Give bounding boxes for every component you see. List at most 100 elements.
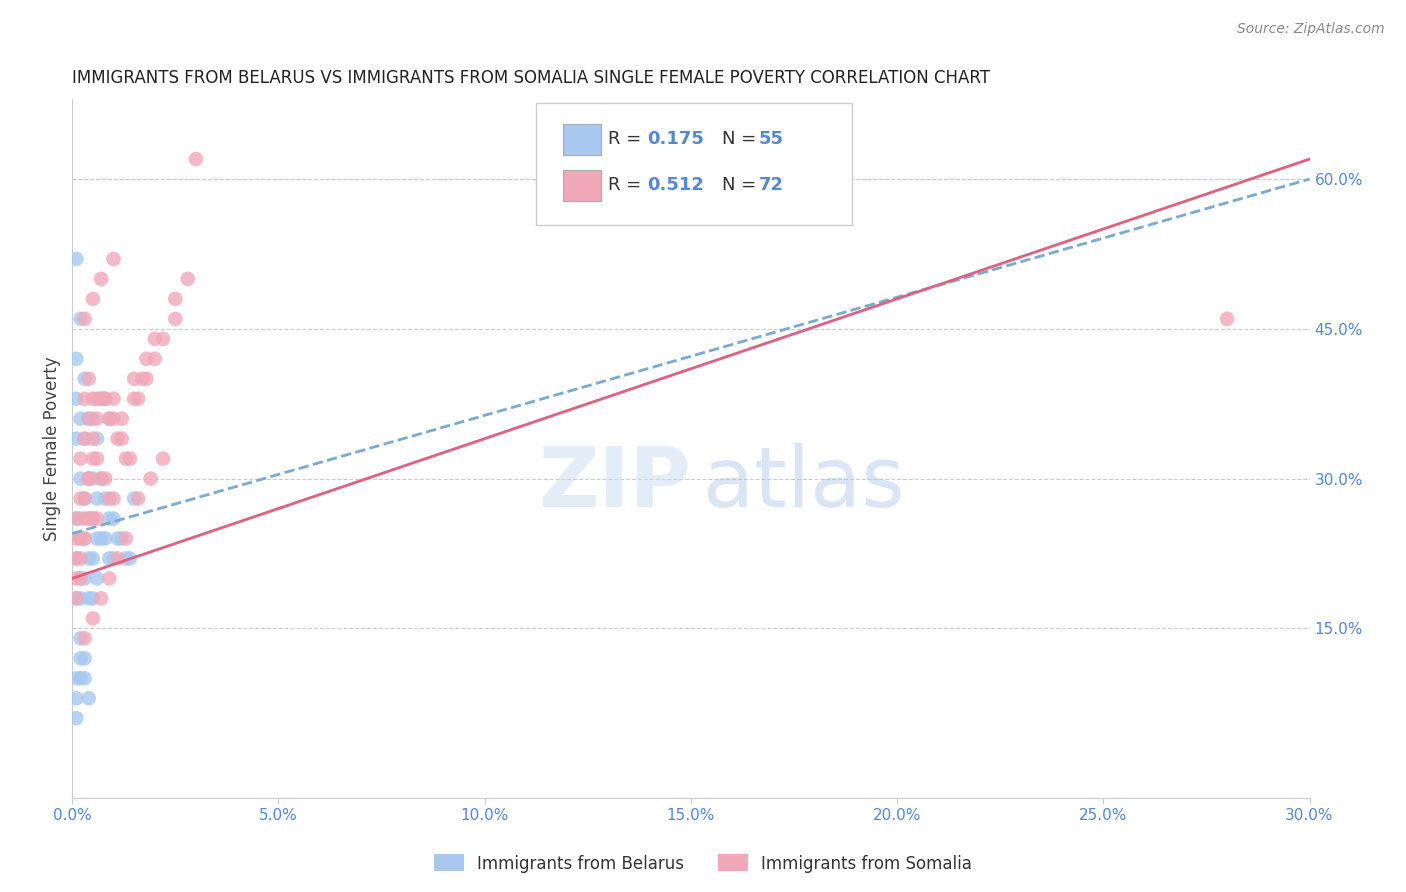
Point (69, 551, 91, 566)
Point (98, 491, 121, 506)
Text: 72: 72 (759, 176, 785, 194)
Point (65, 711, 87, 725)
Point (69, 511, 91, 525)
Point (65, 591, 87, 606)
FancyBboxPatch shape (536, 103, 852, 225)
Point (115, 532, 138, 546)
Point (111, 432, 134, 446)
Point (90, 392, 112, 406)
Point (73, 372, 96, 386)
Point (86, 451, 108, 466)
Point (152, 332, 174, 346)
Point (69, 451, 91, 466)
Point (107, 432, 129, 446)
Point (82, 611, 104, 625)
Point (135, 372, 157, 386)
Point (118, 451, 141, 466)
Point (82, 432, 104, 446)
Point (184, 152, 207, 166)
Point (82, 591, 104, 606)
Point (65, 551, 87, 566)
Point (127, 491, 149, 506)
Point (65, 591, 87, 606)
Point (177, 272, 200, 286)
Text: Source: ZipAtlas.com: Source: ZipAtlas.com (1237, 22, 1385, 37)
Point (82, 551, 104, 566)
Point (107, 551, 129, 566)
Point (98, 511, 121, 525)
Point (122, 392, 145, 406)
Point (98, 411, 121, 425)
Point (86, 432, 108, 446)
Point (122, 372, 145, 386)
Point (103, 392, 125, 406)
Point (73, 311, 96, 326)
Point (103, 411, 125, 425)
Point (127, 392, 149, 406)
Point (73, 491, 96, 506)
Point (86, 511, 108, 525)
Point (111, 532, 134, 546)
FancyBboxPatch shape (564, 124, 600, 155)
Point (73, 511, 96, 525)
Point (65, 551, 87, 566)
Point (139, 472, 162, 486)
Point (86, 532, 108, 546)
Point (94, 392, 117, 406)
Point (94, 392, 117, 406)
Point (94, 532, 117, 546)
Point (69, 651, 91, 665)
Point (90, 532, 112, 546)
Point (73, 432, 96, 446)
Point (69, 411, 91, 425)
Point (69, 671, 91, 685)
Text: IMMIGRANTS FROM BELARUS VS IMMIGRANTS FROM SOMALIA SINGLE FEMALE POVERTY CORRELA: IMMIGRANTS FROM BELARUS VS IMMIGRANTS FR… (72, 69, 990, 87)
Point (77, 511, 100, 525)
Point (82, 511, 104, 525)
Point (86, 491, 108, 506)
Point (86, 411, 108, 425)
Text: atlas: atlas (703, 443, 905, 524)
Point (69, 571, 91, 585)
Point (65, 691, 87, 706)
Point (86, 392, 108, 406)
Point (77, 472, 100, 486)
Point (69, 571, 91, 585)
FancyBboxPatch shape (564, 169, 600, 201)
Point (98, 571, 121, 585)
Point (122, 491, 145, 506)
Point (69, 532, 91, 546)
Point (152, 451, 174, 466)
Point (77, 591, 100, 606)
Point (65, 571, 87, 585)
Point (77, 511, 100, 525)
Point (65, 432, 87, 446)
Text: R =: R = (607, 130, 647, 148)
Point (1216, 311, 1239, 326)
Text: N =: N = (721, 130, 762, 148)
Point (94, 472, 117, 486)
Point (65, 511, 87, 525)
Point (98, 551, 121, 566)
Point (111, 411, 134, 425)
Text: N =: N = (721, 176, 762, 194)
Point (73, 532, 96, 546)
Point (165, 311, 187, 326)
Point (77, 411, 100, 425)
Point (69, 632, 91, 646)
Point (82, 451, 104, 466)
Point (115, 551, 138, 566)
Point (69, 591, 91, 606)
Point (77, 372, 100, 386)
Point (69, 311, 91, 326)
Point (69, 472, 91, 486)
Y-axis label: Single Female Poverty: Single Female Poverty (44, 356, 60, 541)
Point (77, 472, 100, 486)
Point (82, 511, 104, 525)
Point (115, 451, 138, 466)
Point (90, 472, 112, 486)
Point (165, 292, 187, 306)
Point (65, 511, 87, 525)
Point (77, 472, 100, 486)
Point (103, 551, 125, 566)
